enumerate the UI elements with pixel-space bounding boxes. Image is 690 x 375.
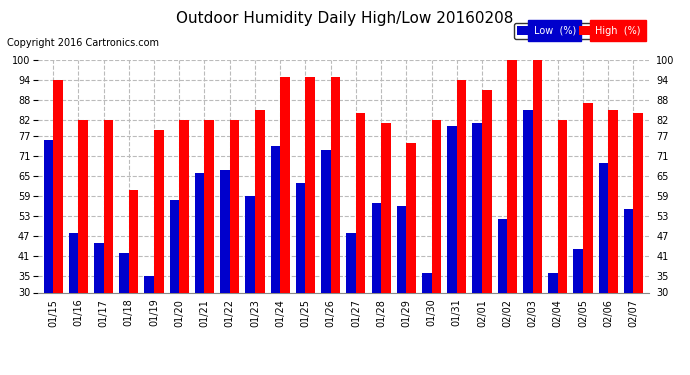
Bar: [154, 130, 164, 292]
Bar: [608, 110, 618, 292]
Bar: [255, 110, 264, 292]
Bar: [447, 126, 457, 292]
Bar: [53, 80, 63, 292]
Bar: [371, 203, 381, 292]
Bar: [129, 189, 139, 292]
Bar: [43, 140, 53, 292]
Bar: [599, 163, 608, 292]
Bar: [431, 120, 441, 292]
Bar: [583, 103, 593, 292]
Bar: [144, 276, 154, 292]
Legend: Low  (%), High  (%): Low (%), High (%): [514, 23, 644, 39]
Bar: [230, 120, 239, 292]
Bar: [104, 120, 113, 292]
Bar: [296, 183, 306, 292]
Bar: [548, 273, 558, 292]
Bar: [497, 219, 507, 292]
Bar: [406, 143, 416, 292]
Bar: [79, 120, 88, 292]
Bar: [246, 196, 255, 292]
Bar: [482, 90, 492, 292]
Bar: [69, 233, 79, 292]
Bar: [381, 123, 391, 292]
Bar: [457, 80, 466, 292]
Bar: [633, 113, 643, 292]
Bar: [558, 120, 567, 292]
Bar: [94, 243, 104, 292]
Text: Outdoor Humidity Daily High/Low 20160208: Outdoor Humidity Daily High/Low 20160208: [177, 11, 513, 26]
Bar: [306, 76, 315, 292]
Bar: [523, 110, 533, 292]
Bar: [270, 146, 280, 292]
Bar: [195, 173, 204, 292]
Bar: [204, 120, 214, 292]
Text: Copyright 2016 Cartronics.com: Copyright 2016 Cartronics.com: [7, 38, 159, 48]
Bar: [331, 76, 340, 292]
Bar: [321, 150, 331, 292]
Bar: [624, 210, 633, 292]
Bar: [507, 60, 517, 292]
Bar: [179, 120, 189, 292]
Bar: [356, 113, 366, 292]
Bar: [220, 170, 230, 292]
Bar: [422, 273, 431, 292]
Bar: [573, 249, 583, 292]
Bar: [170, 200, 179, 292]
Bar: [280, 76, 290, 292]
Bar: [119, 253, 129, 292]
Bar: [533, 60, 542, 292]
Bar: [397, 206, 406, 292]
Bar: [473, 123, 482, 292]
Bar: [346, 233, 356, 292]
